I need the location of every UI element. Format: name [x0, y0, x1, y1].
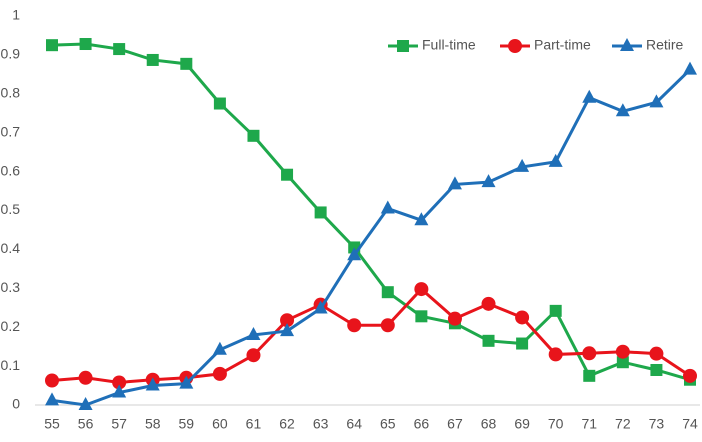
y-tick-label: 0.9: [1, 46, 21, 62]
marker: [583, 369, 596, 382]
marker: [582, 89, 597, 103]
marker: [212, 366, 227, 381]
marker: [549, 304, 562, 317]
marker: [246, 326, 261, 340]
marker: [649, 94, 664, 108]
x-tick-label: 66: [414, 416, 430, 432]
marker: [516, 337, 529, 350]
x-tick-label: 69: [514, 416, 530, 432]
marker: [380, 200, 395, 214]
marker: [447, 176, 462, 190]
marker: [280, 313, 295, 328]
marker: [616, 356, 629, 369]
marker: [683, 368, 697, 383]
x-tick-label: 70: [548, 416, 564, 432]
x-tick-label: 62: [279, 416, 295, 432]
marker: [615, 103, 630, 117]
x-tick-label: 68: [481, 416, 497, 432]
series: [46, 38, 696, 386]
marker: [620, 38, 634, 51]
y-tick-label: 0.4: [1, 240, 21, 256]
marker: [247, 129, 260, 142]
x-tick-label: 67: [447, 416, 463, 432]
legend-label: Full-time: [422, 37, 476, 53]
x-tick-label: 64: [346, 416, 362, 432]
legend-label: Part-time: [534, 37, 591, 53]
marker: [212, 341, 227, 355]
x-tick-label: 61: [246, 416, 262, 432]
marker: [548, 347, 563, 362]
marker: [650, 363, 663, 376]
legend: Full-time Part-time Retire: [388, 37, 684, 53]
marker: [112, 375, 127, 390]
marker: [180, 57, 193, 70]
series-line: [51, 42, 691, 382]
marker: [213, 97, 226, 110]
marker: [314, 206, 327, 219]
marker: [548, 153, 563, 167]
marker: [112, 384, 127, 398]
marker: [347, 247, 362, 261]
marker: [582, 346, 597, 361]
marker: [79, 38, 92, 51]
x-tick-label: 63: [313, 416, 329, 432]
marker: [515, 310, 530, 325]
marker: [649, 346, 664, 361]
marker: [179, 375, 194, 389]
y-tick-label: 0: [12, 396, 20, 412]
x-tick-label: 72: [615, 416, 631, 432]
marker: [380, 318, 395, 333]
y-tick-label: 0.3: [1, 279, 21, 295]
y-tick-label: 0.5: [1, 201, 21, 217]
legend-label: Retire: [646, 37, 684, 53]
x-tick-label: 65: [380, 416, 396, 432]
marker: [78, 397, 93, 410]
marker: [145, 377, 160, 391]
marker: [281, 168, 294, 181]
series-line: [51, 68, 692, 407]
marker: [683, 61, 697, 75]
y-tick-label: 0.2: [1, 318, 21, 334]
marker: [45, 373, 59, 388]
series: [45, 61, 697, 410]
marker: [146, 53, 159, 66]
marker: [113, 43, 126, 56]
y-tick-label: 0.6: [1, 162, 21, 178]
x-tick-label: 58: [145, 416, 161, 432]
y-tick-label: 0.8: [1, 85, 21, 101]
marker: [447, 311, 462, 326]
x-tick-label: 55: [44, 416, 60, 432]
marker: [313, 300, 328, 314]
marker: [414, 282, 429, 297]
x-tick-label: 60: [212, 416, 228, 432]
marker: [415, 310, 428, 323]
marker: [78, 370, 93, 385]
marker: [515, 158, 530, 172]
x-tick-label: 73: [649, 416, 665, 432]
x-tick-label: 71: [581, 416, 597, 432]
marker: [347, 318, 362, 333]
marker: [615, 344, 630, 359]
marker: [508, 39, 522, 53]
marker: [46, 39, 58, 52]
marker: [414, 212, 429, 226]
marker: [397, 40, 409, 52]
y-tick-label: 0.1: [1, 357, 21, 373]
x-tick-label: 59: [179, 416, 195, 432]
x-tick-label: 57: [111, 416, 127, 432]
marker: [481, 296, 496, 311]
marker: [482, 334, 495, 347]
x-tick-label: 74: [682, 416, 698, 432]
marker: [280, 323, 295, 337]
y-tick-label: 0.7: [1, 123, 21, 139]
x-tick-label: 56: [78, 416, 94, 432]
marker: [45, 392, 59, 406]
marker: [481, 174, 496, 188]
marker: [381, 286, 394, 299]
marker: [246, 348, 261, 363]
y-tick-label: 1: [12, 7, 20, 23]
series-line: [51, 286, 691, 384]
